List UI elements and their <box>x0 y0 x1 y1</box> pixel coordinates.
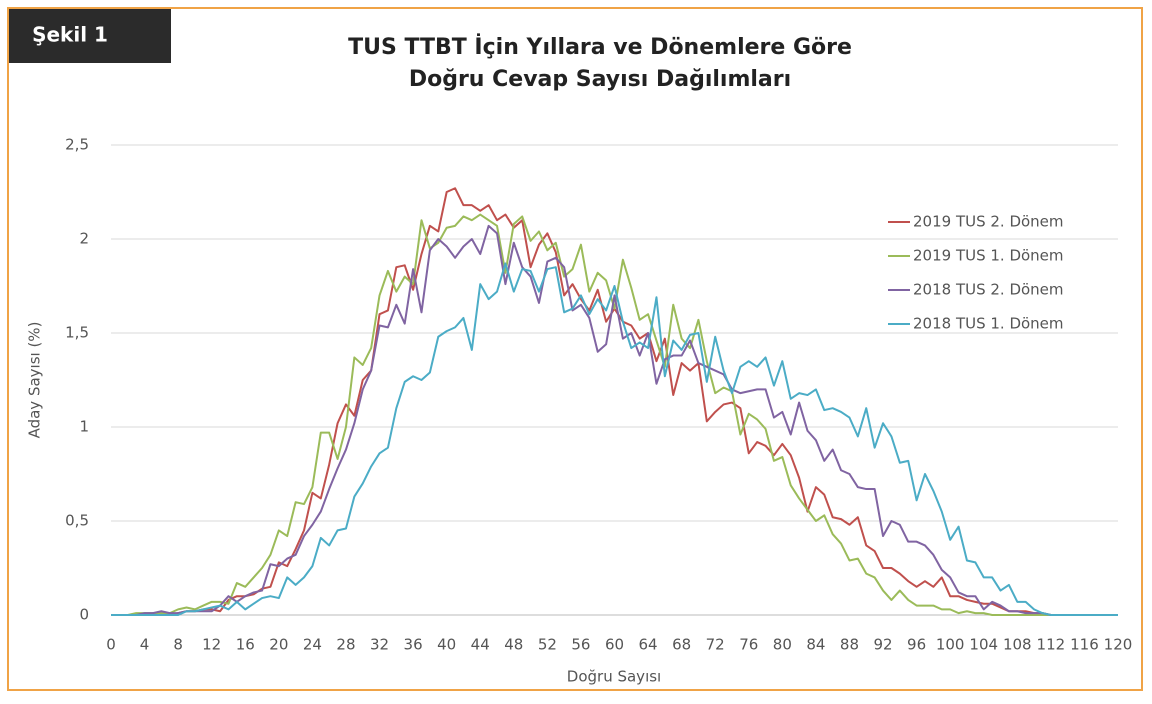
x-tick-label: 12 <box>202 636 221 654</box>
x-tick-label: 108 <box>1003 636 1032 654</box>
x-tick-label: 8 <box>173 636 183 654</box>
x-tick-label: 4 <box>140 636 150 654</box>
series-line <box>111 262 1118 616</box>
chart-title: Doğru Cevap Sayısı Dağılımları <box>409 67 791 92</box>
x-tick-label: 96 <box>907 636 926 654</box>
x-tick-label: 20 <box>269 636 288 654</box>
x-tick-label: 40 <box>437 636 456 654</box>
x-axis-label: Doğru Sayısı <box>567 668 661 686</box>
x-tick-label: 56 <box>571 636 590 654</box>
frame <box>7 7 1143 691</box>
x-tick-label: 84 <box>806 636 825 654</box>
figure-label-box <box>9 9 171 63</box>
x-tick-label: 44 <box>471 636 490 654</box>
y-tick-label: 2,5 <box>65 136 89 154</box>
x-tick-label: 72 <box>706 636 725 654</box>
y-tick-label: 0,5 <box>65 512 89 530</box>
x-tick-label: 52 <box>538 636 557 654</box>
x-tick-label: 92 <box>873 636 892 654</box>
series-line <box>111 224 1118 616</box>
x-tick-label: 36 <box>404 636 423 654</box>
x-tick-label: 64 <box>639 636 658 654</box>
x-tick-label: 60 <box>605 636 624 654</box>
x-tick-label: 28 <box>336 636 355 654</box>
x-tick-label: 80 <box>773 636 792 654</box>
y-axis-label: Aday Sayısı (%) <box>26 322 44 439</box>
legend-label: 2018 TUS 2. Dönem <box>913 281 1064 299</box>
x-tick-label: 68 <box>672 636 691 654</box>
x-tick-label: 120 <box>1104 636 1133 654</box>
x-tick-label: 32 <box>370 636 389 654</box>
chart-title: TUS TTBT İçin Yıllara ve Dönemlere Göre <box>348 34 852 60</box>
x-tick-label: 16 <box>236 636 255 654</box>
x-tick-label: 0 <box>106 636 116 654</box>
x-tick-label: 48 <box>504 636 523 654</box>
y-tick-label: 2 <box>79 230 89 248</box>
y-tick-label: 1,5 <box>65 324 89 342</box>
y-tick-label: 0 <box>79 606 89 624</box>
x-tick-label: 112 <box>1037 636 1066 654</box>
x-tick-label: 116 <box>1070 636 1099 654</box>
figure-label: Şekil 1 <box>32 23 108 47</box>
x-tick-label: 104 <box>969 636 998 654</box>
x-tick-label: 76 <box>739 636 758 654</box>
y-tick-label: 1 <box>79 418 89 436</box>
x-tick-label: 88 <box>840 636 859 654</box>
legend-label: 2019 TUS 2. Dönem <box>913 213 1064 231</box>
legend-label: 2019 TUS 1. Dönem <box>913 247 1064 265</box>
series-line <box>111 213 1118 616</box>
legend-label: 2018 TUS 1. Dönem <box>913 315 1064 333</box>
x-tick-label: 24 <box>303 636 322 654</box>
x-tick-label: 100 <box>936 636 965 654</box>
